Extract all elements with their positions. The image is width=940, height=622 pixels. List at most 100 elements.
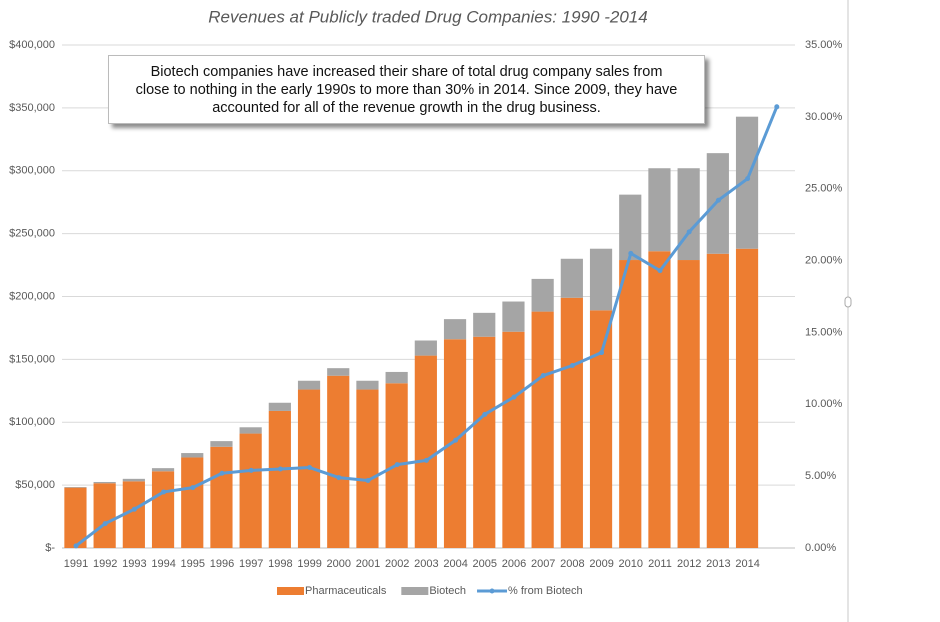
line-marker xyxy=(423,457,429,463)
bar xyxy=(122,478,145,482)
x-tick-label: 2000 xyxy=(327,558,351,570)
bar xyxy=(151,471,175,548)
line-marker xyxy=(73,543,79,549)
legend-swatch xyxy=(489,588,495,594)
x-tick-label: 1994 xyxy=(151,558,175,570)
legend-label: Pharmaceuticals xyxy=(305,585,387,597)
bar xyxy=(93,483,116,548)
y-tick-label: $400,000 xyxy=(9,39,55,51)
y2-tick-label: 10.00% xyxy=(805,398,843,410)
annotation-line: accounted for all of the revenue growth … xyxy=(212,100,601,116)
line-marker xyxy=(540,373,546,379)
line-marker xyxy=(248,467,254,473)
bar xyxy=(93,481,116,484)
y2-tick-label: 20.00% xyxy=(805,254,843,266)
bar xyxy=(327,368,350,376)
line-marker xyxy=(482,411,488,417)
bar xyxy=(210,441,233,447)
x-tick-label: 2002 xyxy=(385,558,409,570)
line-marker xyxy=(190,485,196,491)
bar xyxy=(560,297,583,548)
bar xyxy=(531,311,554,548)
x-tick-label: 2010 xyxy=(619,558,643,570)
x-tick-label: 1992 xyxy=(93,558,117,570)
line-marker xyxy=(715,197,721,203)
bar xyxy=(239,433,262,548)
bar xyxy=(151,468,175,472)
x-tick-label: 2005 xyxy=(473,558,497,570)
bar xyxy=(648,251,671,549)
y-tick-label: $200,000 xyxy=(9,290,55,302)
bar xyxy=(619,194,642,261)
bar xyxy=(589,310,613,548)
x-tick-label: 1997 xyxy=(239,558,263,570)
bar xyxy=(735,116,759,249)
bar xyxy=(64,487,87,488)
annotation-line: Biotech companies have increased their s… xyxy=(150,64,663,80)
bar xyxy=(677,168,700,261)
x-tick-label: 1995 xyxy=(181,558,205,570)
x-tick-label: 1998 xyxy=(268,558,292,570)
bar xyxy=(414,355,437,548)
line-marker xyxy=(365,477,371,483)
bar xyxy=(268,402,291,411)
x-tick-label: 2007 xyxy=(531,558,555,570)
legend-swatch xyxy=(401,587,429,595)
bar xyxy=(210,446,233,548)
line-marker xyxy=(628,250,634,256)
bar xyxy=(297,380,321,390)
x-tick-label: 2008 xyxy=(560,558,584,570)
x-tick-label: 2004 xyxy=(443,558,467,570)
y-tick-label: $100,000 xyxy=(9,416,55,428)
annotation-line: close to nothing in the early 1990s to m… xyxy=(135,82,678,98)
line-marker xyxy=(511,394,517,400)
x-tick-label: 2006 xyxy=(502,558,526,570)
bar xyxy=(706,253,729,548)
y2-tick-label: 35.00% xyxy=(805,39,843,51)
bar xyxy=(648,168,671,252)
x-tick-label: 1996 xyxy=(210,558,234,570)
x-tick-label: 2014 xyxy=(735,558,759,570)
y2-tick-label: 0.00% xyxy=(805,542,836,554)
line-marker xyxy=(307,465,313,471)
y-tick-label: $300,000 xyxy=(9,165,55,177)
bar xyxy=(385,371,408,384)
bar xyxy=(502,301,525,332)
bar xyxy=(531,278,554,312)
legend-label: % from Biotech xyxy=(508,585,583,597)
y-tick-label: $250,000 xyxy=(9,228,55,240)
bar xyxy=(502,331,525,548)
bar xyxy=(356,380,379,390)
line-marker xyxy=(453,437,459,443)
y-tick-label: $- xyxy=(45,542,55,554)
bar xyxy=(356,389,379,548)
legend-label: Biotech xyxy=(429,585,466,597)
x-tick-label: 2003 xyxy=(414,558,438,570)
bar xyxy=(181,453,204,458)
bar xyxy=(589,248,613,311)
bar xyxy=(414,340,437,356)
x-tick-label: 2001 xyxy=(356,558,380,570)
bar xyxy=(443,319,467,340)
y-tick-label: $350,000 xyxy=(9,102,55,114)
bar xyxy=(327,375,350,548)
bar xyxy=(64,487,87,548)
line-marker xyxy=(131,506,137,512)
bar xyxy=(122,481,145,548)
bar xyxy=(619,260,642,548)
line-marker xyxy=(394,462,400,468)
bar xyxy=(735,248,759,548)
x-tick-label: 1993 xyxy=(122,558,146,570)
line-marker xyxy=(102,521,108,527)
x-tick-label: 2013 xyxy=(706,558,730,570)
x-tick-label: 2009 xyxy=(589,558,613,570)
line-marker xyxy=(569,362,575,368)
chart-title: Revenues at Publicly traded Drug Compani… xyxy=(208,7,647,26)
line-marker xyxy=(774,104,780,110)
bar xyxy=(443,339,467,548)
y2-tick-label: 5.00% xyxy=(805,470,836,482)
x-tick-label: 1991 xyxy=(64,558,88,570)
bar xyxy=(473,336,496,548)
y-tick-label: $150,000 xyxy=(9,353,55,365)
